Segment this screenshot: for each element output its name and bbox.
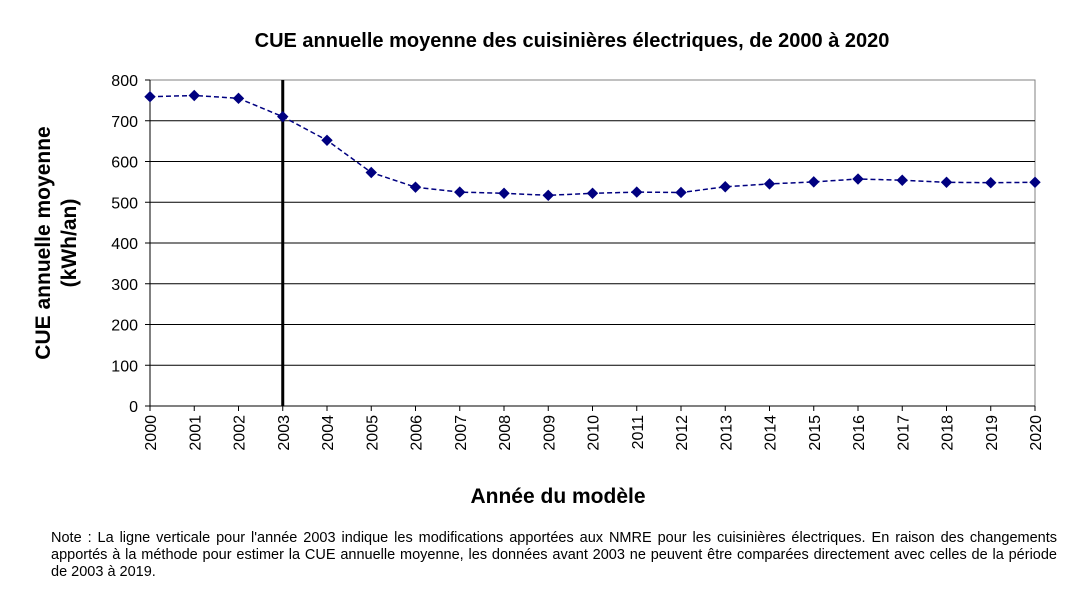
x-tick-label: 2015 (807, 415, 824, 451)
data-point-2002 (232, 92, 245, 105)
data-point-2015 (808, 176, 820, 188)
data-point-2008 (498, 187, 510, 199)
data-point-2017 (896, 174, 908, 186)
x-tick-label: 2007 (453, 415, 470, 451)
x-tick-label: 2005 (364, 415, 381, 451)
x-tick-label: 2002 (232, 415, 249, 451)
data-point-2013 (719, 181, 731, 193)
y-tick-label: 400 (111, 236, 138, 253)
y-tick-label: 500 (111, 195, 138, 212)
y-axis-title-line1: CUE annuelle moyenne (32, 126, 55, 359)
chart-title: CUE annuelle moyenne des cuisinières éle… (255, 30, 890, 52)
cue-line-chart: CUE annuelle moyenne des cuisinières éle… (32, 30, 1045, 508)
x-tick-label: 2014 (763, 415, 780, 451)
y-tick-label: 600 (111, 155, 138, 172)
data-point-2011 (631, 186, 643, 198)
y-tick-label: 100 (111, 358, 138, 375)
data-point-2020 (1029, 176, 1041, 188)
x-tick-label: 2020 (1028, 415, 1045, 451)
data-point-2014 (763, 178, 776, 190)
y-axis-title: CUE annuelle moyenne (kWh/an) (32, 126, 81, 359)
x-tick-label: 2018 (940, 415, 957, 451)
x-axis-ticks: 2000 2001 2002 2003 2004 2005 2006 2007 2008 2009… (143, 406, 1045, 451)
data-point-2004 (321, 134, 333, 147)
x-axis-title: Année du modèle (470, 485, 645, 508)
data-point-2010 (586, 187, 599, 199)
x-tick-label: 2009 (541, 415, 558, 451)
x-tick-label: 2006 (409, 415, 426, 451)
data-point-2003 (277, 110, 289, 123)
y-tick-label: 200 (111, 318, 138, 335)
y-axis-title-line2: (kWh/an) (58, 199, 81, 288)
series-points (144, 89, 1041, 202)
x-tick-label: 2000 (143, 415, 160, 451)
x-tick-label: 2011 (630, 415, 647, 450)
x-tick-label: 2019 (984, 415, 1001, 451)
data-point-2000 (144, 91, 156, 103)
x-tick-label: 2001 (187, 415, 204, 451)
y-tick-label: 800 (111, 73, 138, 90)
data-point-2001 (188, 89, 200, 102)
data-point-2018 (940, 176, 953, 188)
x-tick-label: 2003 (276, 415, 293, 451)
x-tick-label: 2010 (586, 415, 603, 451)
x-tick-label: 2004 (320, 415, 337, 451)
data-point-2007 (454, 186, 466, 198)
data-point-2006 (409, 181, 422, 193)
x-tick-label: 2008 (497, 415, 514, 451)
data-point-2019 (985, 176, 997, 189)
chart-note: Note : La ligne verticale pour l'année 2… (51, 530, 1057, 580)
y-axis-ticks: 0 100 200 300 400 500 600 700 800 (111, 73, 150, 416)
x-tick-label: 2013 (718, 415, 735, 451)
y-tick-label: 300 (111, 277, 138, 294)
x-tick-label: 2016 (851, 415, 868, 451)
x-tick-label: 2012 (674, 415, 691, 451)
data-point-2016 (852, 173, 864, 185)
y-tick-label: 0 (129, 399, 138, 416)
data-point-2005 (365, 166, 377, 179)
data-point-2012 (675, 186, 687, 199)
gridlines (150, 120, 1035, 366)
y-tick-label: 700 (111, 114, 138, 131)
x-tick-label: 2017 (895, 415, 912, 451)
data-point-2009 (542, 189, 554, 202)
